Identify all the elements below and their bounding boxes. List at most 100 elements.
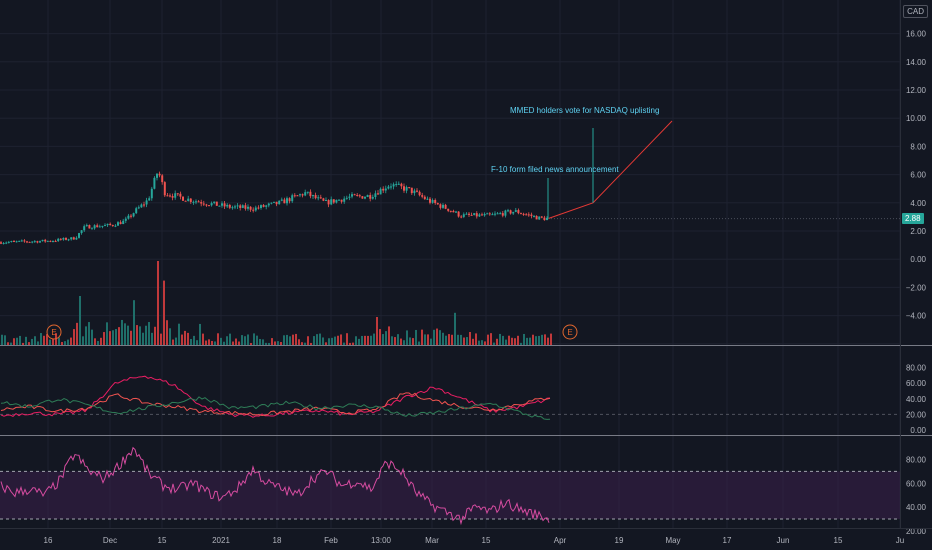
candle-body — [260, 205, 262, 208]
time-axis-label: 13:00 — [371, 536, 392, 545]
volume-bar — [418, 341, 420, 345]
candle-body — [15, 241, 18, 243]
candle-body — [267, 203, 270, 206]
volume-bar — [481, 340, 483, 345]
volume-bar — [43, 335, 45, 345]
candle-body — [36, 241, 39, 243]
candle-body — [317, 197, 320, 199]
volume-bar — [325, 342, 327, 345]
candle-body — [395, 184, 398, 186]
volume-bar — [322, 337, 324, 345]
volume-bar — [85, 326, 87, 345]
volume-bar — [445, 335, 447, 345]
candle-body — [304, 192, 307, 196]
volume-bar — [256, 335, 258, 345]
time-axis-label: Ju — [896, 536, 904, 545]
volume-bar — [385, 331, 387, 345]
candle-body — [241, 205, 244, 208]
volume-bar — [67, 339, 69, 345]
candle-body — [127, 215, 130, 219]
candle-body — [533, 215, 535, 217]
volume-bar — [52, 338, 54, 345]
candle-body — [483, 214, 486, 216]
candle-body — [166, 195, 169, 197]
volume-bar — [529, 337, 531, 345]
candle-body — [530, 214, 533, 217]
candle-body — [72, 237, 75, 240]
volume-bar — [538, 335, 540, 345]
annotation-f10-filing[interactable]: F-10 form filed news announcement — [491, 165, 619, 174]
volume-bar — [109, 331, 111, 345]
volume-bar — [121, 319, 123, 345]
volume-bar — [397, 334, 399, 345]
volume-bar — [1, 334, 3, 345]
time-axis-label: 16 — [44, 536, 53, 545]
volume-bar — [100, 337, 102, 345]
currency-badge[interactable]: CAD — [903, 5, 928, 18]
volume-bar — [406, 330, 408, 345]
candle-body — [460, 216, 463, 218]
candle-body — [473, 213, 476, 216]
candle-body — [439, 204, 442, 208]
volume-bar — [58, 337, 60, 345]
candle-body — [418, 191, 421, 196]
volume-bar — [304, 342, 306, 345]
candle-body — [434, 200, 437, 204]
volume-bar — [115, 329, 117, 345]
earnings-marker-icon — [46, 324, 62, 340]
candle-body — [80, 230, 83, 234]
volume-bar — [547, 337, 549, 345]
volume-bar — [361, 335, 363, 345]
annotation-nasdaq-uplisting[interactable]: MMED holders vote for NASDAQ uplisting — [510, 106, 660, 115]
candle-body — [10, 241, 13, 243]
candle-body — [169, 195, 171, 197]
candle-body — [465, 213, 468, 215]
candle-body — [249, 206, 252, 210]
candle-body — [124, 218, 127, 221]
candle-body — [314, 195, 317, 199]
candle-body — [283, 199, 286, 204]
volume-bar — [157, 261, 159, 345]
candle-body — [442, 204, 444, 208]
candle-body — [262, 205, 265, 207]
price-axis-label: 8.00 — [910, 142, 926, 151]
candle-body — [540, 216, 543, 218]
dmi-axis-label: 60.00 — [906, 379, 927, 388]
candle-body — [527, 214, 530, 216]
candle-body — [338, 199, 340, 201]
candle-body — [197, 201, 200, 203]
candle-body — [353, 194, 356, 196]
candle-body — [247, 206, 249, 209]
volume-bar — [160, 333, 162, 345]
candle-body — [436, 203, 439, 205]
volume-bar — [130, 330, 132, 345]
volume-bar — [124, 323, 126, 345]
candle-body — [39, 241, 41, 243]
volume-bar — [64, 341, 66, 345]
volume-bar — [196, 340, 198, 345]
candle-body — [140, 204, 143, 208]
price-axis-label: 10.00 — [906, 114, 927, 123]
volume-bar — [331, 337, 333, 345]
price-axis-label: 12.00 — [906, 86, 927, 95]
last-price-label: 2.88 — [902, 213, 924, 224]
candle-body — [335, 199, 338, 203]
volume-bar — [364, 335, 366, 345]
volume-bar — [169, 328, 171, 345]
volume-bar — [10, 342, 12, 345]
candle-body — [158, 173, 161, 176]
candle-body — [525, 214, 528, 216]
candle-body — [83, 226, 86, 231]
candle-body — [67, 239, 70, 241]
time-axis-label: Feb — [324, 536, 338, 545]
volume-bar — [391, 336, 393, 345]
candle-body — [46, 240, 49, 242]
candle-body — [358, 195, 361, 197]
candle-body — [184, 200, 187, 202]
candle-body — [153, 177, 156, 189]
candle-body — [96, 225, 99, 228]
candle-body — [382, 188, 385, 191]
candle-body — [364, 196, 366, 199]
volume-bar — [79, 296, 81, 345]
